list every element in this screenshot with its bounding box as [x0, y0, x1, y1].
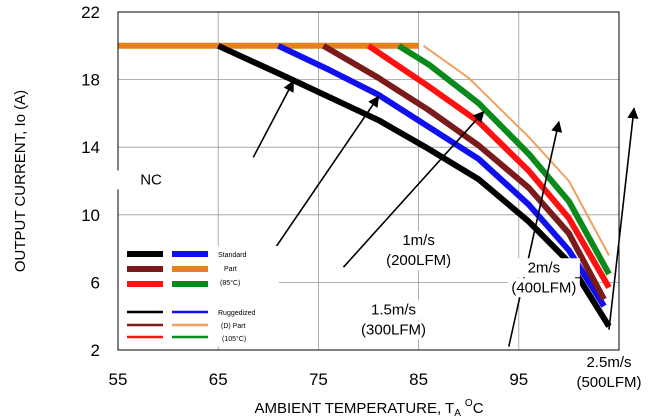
legend-ruggedized-line3: (105°C) [222, 335, 246, 343]
legend-ruggedized-line1: Ruggedized [218, 310, 255, 317]
series-line-1 [321, 43, 607, 301]
y-tick-label: 22 [81, 3, 100, 22]
annotation-text: 2.5m/s [586, 354, 631, 371]
x-tick-label: 75 [309, 370, 328, 389]
legend-background [119, 246, 279, 346]
y-tick-label: 10 [81, 206, 100, 225]
annotation-bg [382, 251, 455, 271]
annotation-bg [507, 278, 580, 298]
series-line-2-5 [423, 44, 610, 256]
x-axis-label-main: AMBIENT TEMPERATURE, T [254, 400, 454, 417]
series-group [216, 43, 612, 328]
y-axis-label: OUTPUT CURRENT, Io (A) [12, 90, 29, 272]
annotation-bg [572, 372, 645, 392]
series-line-2 [397, 43, 612, 276]
annotation-arrow [252, 80, 295, 158]
legend-standard-line1: Standard [218, 252, 247, 259]
annotation-bg [357, 300, 430, 320]
legend: Standard Part (85°C) Ruggedized (D) Part… [119, 246, 279, 346]
annotation-text: 1m/s [402, 232, 435, 249]
annotation-text: (300LFM) [361, 322, 426, 339]
annotation-arrow [262, 95, 380, 266]
annotations: NC0.5m/s(100LFM)1m/s(200LFM)1.5m/s(300LF… [115, 80, 645, 392]
x-tick-label: 95 [509, 370, 528, 389]
annotation-arrow [342, 110, 485, 268]
y-tick-label: 6 [91, 273, 100, 292]
annotation-label: 1m/s (200LFM) [382, 231, 455, 271]
legend-standard-line3: (85°C) [220, 279, 240, 287]
annotation-label: 1.5m/s (300LFM) [357, 300, 430, 340]
x-axis-label-unit: C [473, 400, 484, 417]
annotation-label: 2m/s (400LFM) [507, 258, 580, 298]
x-tick-label: 65 [209, 370, 228, 389]
annotation-label: 2.5m/s (500LFM) [572, 352, 645, 392]
y-tick-label: 14 [81, 138, 100, 157]
annotation-text: NC [140, 171, 162, 188]
annotation-bg [572, 352, 645, 372]
annotation-bg [357, 320, 430, 340]
annotation-bg [507, 258, 580, 278]
annotation-text: 2m/s [528, 259, 561, 276]
y-tick-label: 18 [81, 71, 100, 90]
legend-standard-line2: Part [224, 266, 237, 273]
x-axis-label-superscript: O [465, 398, 473, 409]
series-line-1-5 [366, 43, 612, 290]
y-tick-label: 2 [91, 341, 100, 360]
annotation-text: (200LFM) [386, 252, 451, 269]
annotation-label: NC [115, 170, 188, 190]
x-tick-label: 55 [109, 370, 128, 389]
x-axis-label-subscript: A [454, 408, 461, 419]
series-line-0-5 [277, 43, 607, 308]
series-line-nc [216, 43, 612, 328]
annotation-text: 1.5m/s [371, 302, 416, 319]
x-tick-labels: 5565758595105 [109, 370, 634, 389]
annotation-text: (500LFM) [576, 374, 641, 391]
annotation-arrow [608, 107, 639, 330]
annotation-bg [382, 231, 455, 251]
legend-ruggedized-line2: (D) Part [221, 323, 246, 330]
y-tick-labels: 2 6 10 14 18 22 [81, 3, 100, 360]
annotation-text: (400LFM) [511, 279, 576, 296]
annotation-arrow [507, 120, 563, 347]
x-tick-label: 85 [409, 370, 428, 389]
x-axis-label: AMBIENT TEMPERATURE, TAOC [254, 398, 483, 419]
annotation-bg [115, 170, 188, 190]
